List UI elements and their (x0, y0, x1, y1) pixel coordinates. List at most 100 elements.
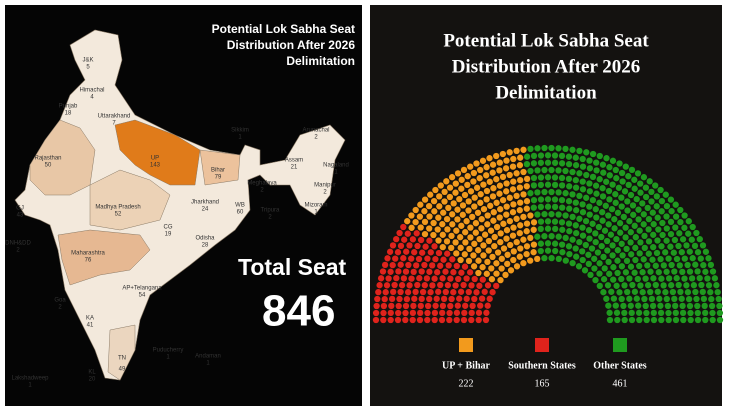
seat (471, 295, 478, 303)
seat (645, 226, 652, 233)
state-seats: 79 (215, 175, 222, 181)
seat (636, 250, 643, 257)
seat (624, 207, 631, 214)
seat (468, 316, 475, 324)
seat (387, 268, 394, 275)
seat (494, 249, 502, 256)
seat (621, 188, 629, 195)
seat (395, 309, 402, 317)
state-seats: 2 (58, 305, 62, 311)
seat (445, 204, 452, 212)
seat (467, 234, 474, 241)
seat (471, 240, 478, 247)
seat (499, 196, 507, 204)
seat (427, 289, 434, 296)
state-name: J&K (82, 58, 93, 64)
seat (466, 269, 474, 276)
seat (442, 268, 449, 275)
seat (507, 267, 515, 274)
seat (697, 255, 704, 262)
seat (670, 249, 677, 256)
seat (479, 276, 486, 283)
seat (663, 237, 670, 244)
seat (699, 242, 707, 249)
state-name: Assam (285, 158, 303, 164)
seat (537, 181, 545, 189)
seat (439, 309, 446, 317)
seat (566, 205, 573, 212)
seat (421, 208, 428, 215)
seat (412, 218, 419, 226)
seat (416, 275, 423, 282)
seat (711, 275, 719, 282)
seat (642, 184, 650, 191)
seat (658, 243, 665, 250)
seat (640, 256, 647, 263)
seat (484, 221, 491, 228)
seat (599, 193, 607, 200)
seat (635, 216, 642, 223)
seat (496, 167, 503, 174)
seat (426, 213, 433, 220)
seat (395, 302, 402, 310)
seat (592, 276, 599, 284)
state-name: Uttarakhand (98, 114, 131, 120)
seat (693, 295, 700, 303)
seat (520, 213, 527, 221)
seat (391, 281, 398, 289)
seat (530, 241, 538, 248)
seat (510, 224, 517, 231)
seat (446, 309, 453, 317)
seat (517, 154, 524, 161)
state-name: Puducherry (153, 348, 184, 354)
seat (527, 257, 534, 264)
seat (402, 268, 410, 275)
seat (486, 295, 493, 302)
seat (615, 184, 623, 191)
seat (393, 274, 400, 282)
seat (621, 282, 628, 289)
seat (447, 302, 454, 310)
seat (589, 150, 597, 158)
state-name: Tripura (261, 208, 280, 214)
seat (456, 195, 463, 203)
seat (589, 220, 596, 227)
seat (600, 276, 608, 283)
seat (446, 184, 454, 191)
seat (583, 149, 590, 156)
state-seats: 2 (260, 188, 264, 194)
seat (516, 253, 523, 260)
seat (480, 252, 487, 259)
seat (404, 218, 411, 225)
seat (497, 238, 504, 246)
seat (464, 181, 471, 189)
seat (396, 295, 403, 303)
seat (605, 302, 612, 309)
seat (585, 260, 592, 268)
seat (425, 202, 433, 210)
seat (657, 302, 664, 309)
seat (672, 302, 679, 310)
seat (625, 173, 632, 180)
seat (493, 176, 500, 183)
seat (503, 180, 510, 187)
seat (663, 202, 671, 210)
seat (572, 199, 579, 206)
seat (453, 250, 460, 257)
seat (416, 316, 424, 324)
seat (413, 230, 420, 237)
seat (457, 244, 464, 251)
seat (596, 282, 603, 290)
seat (616, 289, 623, 296)
seat (500, 220, 507, 227)
seat (513, 215, 520, 222)
seat (613, 235, 620, 243)
seat (471, 203, 478, 210)
seat (496, 182, 504, 189)
seat (504, 260, 511, 268)
seat (517, 222, 524, 229)
seat (446, 316, 453, 324)
seat (647, 268, 654, 275)
